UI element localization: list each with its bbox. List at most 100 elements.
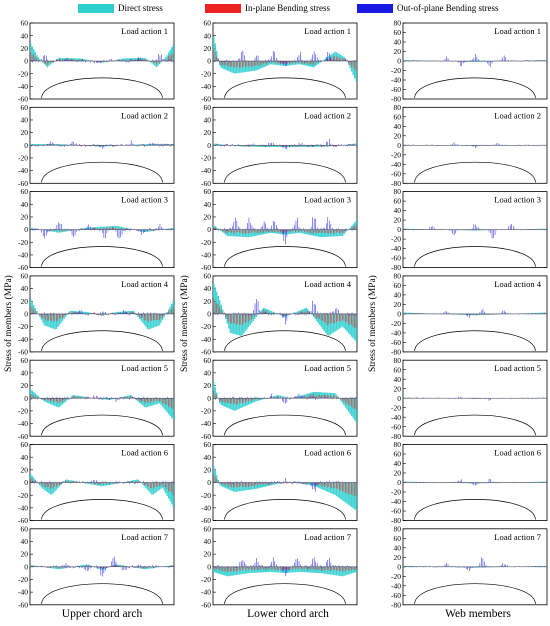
- bar-inplane-bending: [96, 228, 98, 230]
- bar-inplane-bending: [332, 482, 334, 488]
- bar-outplane-bending: [277, 397, 279, 399]
- bar-outplane-bending: [111, 228, 112, 230]
- bar-inplane-bending: [307, 145, 308, 148]
- bar-inplane-bending: [260, 229, 261, 233]
- bar-outplane-bending: [222, 313, 224, 315]
- bar-inplane-bending: [159, 313, 160, 321]
- bar-inplane-bending: [404, 144, 406, 146]
- bar-outplane-bending: [324, 396, 326, 399]
- bar-inplane-bending: [284, 145, 285, 147]
- bar-direct-stress: [462, 61, 464, 62]
- bar-outplane-bending: [171, 61, 173, 63]
- bar-outplane-bending: [313, 303, 315, 314]
- bar-inplane-bending: [225, 61, 226, 65]
- bar-outplane-bending: [94, 396, 96, 399]
- bar-outplane-bending: [475, 145, 476, 149]
- bar-direct-stress: [49, 61, 52, 65]
- bar-inplane-bending: [71, 481, 72, 483]
- bar-inplane-bending: [51, 144, 52, 146]
- bar-inplane-bending: [157, 143, 159, 146]
- bar-inplane-bending: [106, 61, 107, 62]
- bar-outplane-bending: [105, 397, 106, 399]
- bar-outplane-bending: [230, 398, 232, 400]
- bar-outplane-bending: [239, 58, 241, 61]
- bar-inplane-bending: [57, 398, 59, 404]
- bar-outplane-bending: [458, 144, 459, 146]
- bar-inplane-bending: [110, 313, 112, 314]
- bar-outplane-bending: [420, 229, 422, 231]
- bar-inplane-bending: [163, 398, 165, 405]
- bar-inplane-bending: [243, 313, 245, 323]
- bar-outplane-bending: [36, 398, 38, 400]
- bar-inplane-bending: [245, 145, 246, 147]
- bar-outplane-bending: [85, 61, 86, 63]
- bar-inplane-bending: [260, 145, 261, 147]
- bar-outplane-bending: [307, 312, 309, 314]
- bar-outplane-bending: [345, 482, 347, 484]
- y-tick-label: -60: [201, 348, 211, 357]
- bar-outplane-bending: [45, 313, 47, 315]
- bar-outplane-bending: [133, 228, 135, 230]
- bar-direct-stress: [52, 566, 55, 569]
- bar-inplane-bending: [251, 398, 252, 402]
- bar-direct-stress: [46, 229, 49, 231]
- y-tick-label: -60: [18, 179, 28, 188]
- bar-inplane-bending: [317, 61, 319, 63]
- bar-outplane-bending: [120, 312, 121, 314]
- bar-outplane-bending: [126, 482, 127, 484]
- bar-direct-stress: [114, 482, 117, 484]
- bar-outplane-bending: [251, 565, 253, 567]
- bar-outplane-bending: [139, 398, 141, 400]
- bar-direct-stress: [250, 566, 253, 573]
- bar-direct-stress: [346, 61, 348, 62]
- bar-inplane-bending: [336, 145, 337, 147]
- bar-inplane-bending: [72, 395, 74, 399]
- bar-outplane-bending: [251, 398, 253, 400]
- bar-outplane-bending: [111, 561, 112, 567]
- bar-direct-stress: [76, 58, 79, 61]
- bar-outplane-bending: [115, 313, 117, 316]
- bar-direct-stress: [157, 61, 159, 66]
- bar-inplane-bending: [68, 60, 69, 61]
- bar-inplane-bending: [245, 229, 246, 234]
- bar-inplane-bending: [101, 228, 102, 230]
- bar-outplane-bending: [38, 61, 39, 63]
- bar-outplane-bending: [266, 227, 268, 230]
- bar-inplane-bending: [249, 229, 251, 234]
- bar-inplane-bending: [308, 145, 310, 147]
- bar-outplane-bending: [327, 141, 329, 146]
- bar-direct-stress: [288, 397, 291, 399]
- bar-outplane-bending: [171, 144, 173, 146]
- bar-direct-stress: [477, 61, 479, 62]
- bar-inplane-bending: [326, 313, 328, 326]
- bar-outplane-bending: [33, 59, 35, 61]
- bar-direct-stress: [83, 228, 85, 230]
- bar-outplane-bending: [499, 144, 500, 146]
- bar-inplane-bending: [260, 482, 261, 485]
- bar-outplane-bending: [540, 60, 541, 61]
- bar-direct-stress: [214, 387, 216, 399]
- bar-inplane-bending: [316, 61, 317, 63]
- bar-outplane-bending: [256, 481, 257, 483]
- bar-outplane-bending: [263, 312, 265, 314]
- bar-inplane-bending: [46, 229, 48, 231]
- bar-inplane-bending: [275, 482, 276, 484]
- bar-outplane-bending: [133, 144, 135, 146]
- bar-inplane-bending: [71, 229, 72, 231]
- bar-direct-stress: [155, 566, 158, 568]
- bar-outplane-bending: [105, 481, 106, 483]
- y-tick-label: -40: [391, 244, 401, 253]
- bar-inplane-bending: [40, 482, 42, 484]
- bar-direct-stress: [63, 229, 65, 232]
- bar-outplane-bending: [53, 228, 55, 230]
- bar-inplane-bending: [239, 313, 240, 325]
- bar-inplane-bending: [340, 313, 342, 322]
- bar-inplane-bending: [60, 59, 62, 61]
- bar-inplane-bending: [270, 61, 272, 63]
- bar-outplane-bending: [153, 566, 155, 569]
- bar-direct-stress: [266, 229, 268, 234]
- bar-inplane-bending: [240, 61, 242, 68]
- bar-outplane-bending: [225, 59, 227, 61]
- bar-inplane-bending: [287, 145, 289, 146]
- bar-outplane-bending: [130, 397, 132, 399]
